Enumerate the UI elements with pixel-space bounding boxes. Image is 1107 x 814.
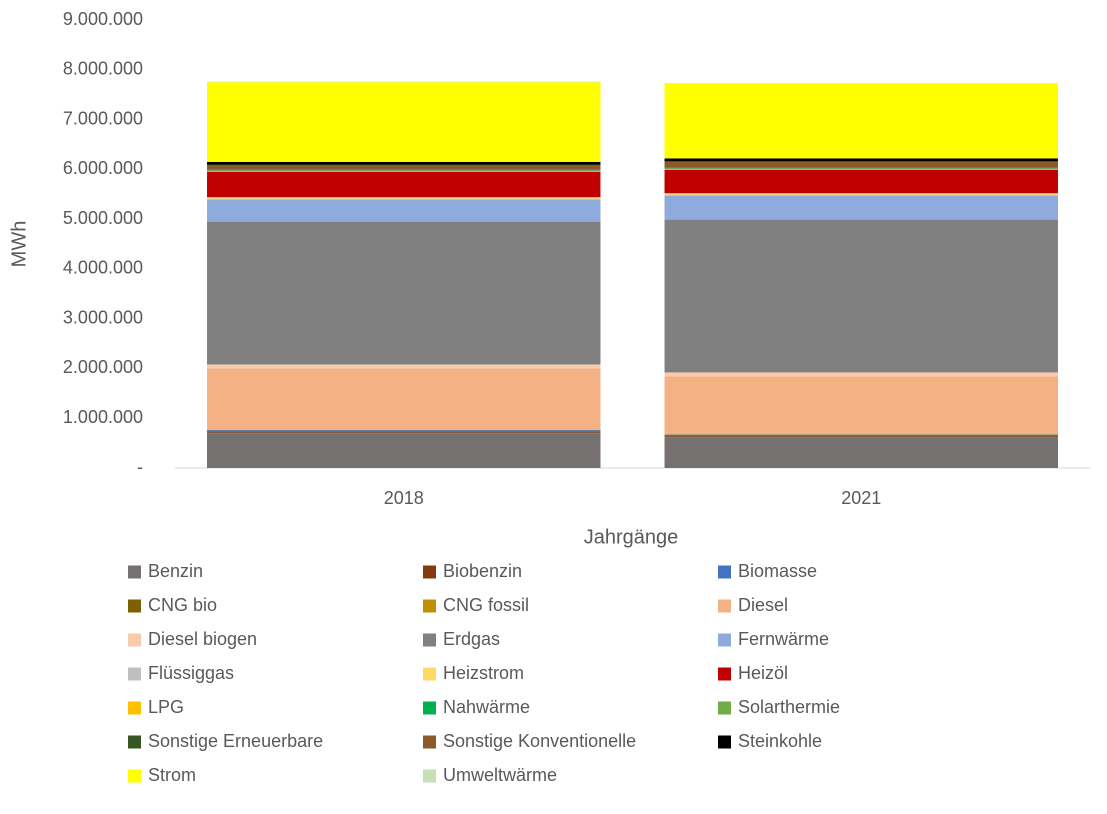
x-tick-label: 2021 — [841, 488, 881, 508]
y-tick-label: 6.000.000 — [63, 158, 143, 178]
bar-segment — [664, 219, 1058, 373]
bar-segment — [664, 195, 1058, 220]
y-tick-label: - — [137, 457, 143, 477]
bar-segment — [207, 82, 601, 162]
bar-segment — [664, 83, 1058, 159]
legend-label: Benzin — [148, 561, 203, 581]
bar-segment — [207, 221, 601, 365]
legend-label: CNG fossil — [443, 595, 529, 615]
legend-label: Steinkohle — [738, 731, 822, 751]
bar-segment — [664, 161, 1058, 168]
legend-label: LPG — [148, 697, 184, 717]
legend-label: Strom — [148, 765, 196, 785]
bar-segment — [664, 158, 1058, 162]
y-tick-label: 5.000.000 — [63, 208, 143, 228]
legend-swatch — [128, 599, 141, 613]
bar-segment — [207, 161, 601, 165]
bar-segment — [664, 372, 1058, 377]
legend-label: Diesel biogen — [148, 629, 257, 649]
legend-label: Diesel — [738, 595, 788, 615]
bar-segment — [664, 436, 1058, 438]
bar-segment — [207, 368, 601, 430]
legend-swatch — [423, 769, 436, 783]
legend-label: Heizöl — [738, 663, 788, 683]
legend-label: Nahwärme — [443, 697, 530, 717]
legend-label: Solarthermie — [738, 697, 840, 717]
bar-segment — [207, 164, 601, 170]
bar-segment — [207, 171, 601, 198]
legend-swatch — [718, 735, 731, 749]
y-tick-label: 7.000.000 — [63, 108, 143, 128]
y-tick-label: 9.000.000 — [63, 9, 143, 29]
bar-segment — [207, 433, 601, 468]
legend-swatch — [718, 701, 731, 715]
legend-swatch — [128, 769, 141, 783]
legend-label: Biobenzin — [443, 561, 522, 581]
x-tick-label: 2018 — [384, 488, 424, 508]
bar-segment — [664, 169, 1058, 194]
y-tick-label: 3.000.000 — [63, 307, 143, 327]
legend-label: Umweltwärme — [443, 765, 557, 785]
legend-label: CNG bio — [148, 595, 217, 615]
legend-swatch — [718, 633, 731, 647]
legend-label: Fernwärme — [738, 629, 829, 649]
legend-swatch — [718, 565, 731, 579]
legend-swatch — [128, 565, 141, 579]
legend-swatch — [718, 599, 731, 613]
bar-segment — [207, 432, 601, 434]
legend-swatch — [423, 701, 436, 715]
y-tick-label: 4.000.000 — [63, 258, 143, 278]
legend-label: Sonstige Erneuerbare — [148, 731, 323, 751]
legend-swatch — [718, 667, 731, 681]
bar-segment — [207, 199, 601, 222]
legend-swatch — [128, 701, 141, 715]
legend-swatch — [423, 633, 436, 647]
bar-segment — [664, 434, 1058, 437]
legend-swatch — [423, 565, 436, 579]
y-tick-label: 1.000.000 — [63, 407, 143, 427]
y-tick-label: 2.000.000 — [63, 357, 143, 377]
legend-swatch — [423, 599, 436, 613]
bar-segment — [664, 194, 1058, 196]
bar-segment — [664, 193, 1058, 195]
y-axis-title: MWh — [8, 221, 30, 268]
legend-swatch — [423, 735, 436, 749]
bar-segment — [207, 197, 601, 199]
legend-label: Heizstrom — [443, 663, 524, 683]
legend-swatch — [128, 735, 141, 749]
y-tick-label: 8.000.000 — [63, 59, 143, 79]
bar-segment — [664, 437, 1058, 468]
legend-label: Flüssiggas — [148, 663, 234, 683]
legend-label: Erdgas — [443, 629, 500, 649]
legend-label: Sonstige Konventionelle — [443, 731, 636, 751]
bar-segment — [207, 198, 601, 200]
bar-segment — [207, 430, 601, 433]
bar-segment — [207, 364, 601, 369]
legend-swatch — [128, 667, 141, 681]
legend-label: Biomasse — [738, 561, 817, 581]
legend-swatch — [423, 667, 436, 681]
legend-swatch — [128, 633, 141, 647]
x-axis-title: Jahrgänge — [584, 526, 679, 548]
bar-segment — [664, 376, 1058, 435]
